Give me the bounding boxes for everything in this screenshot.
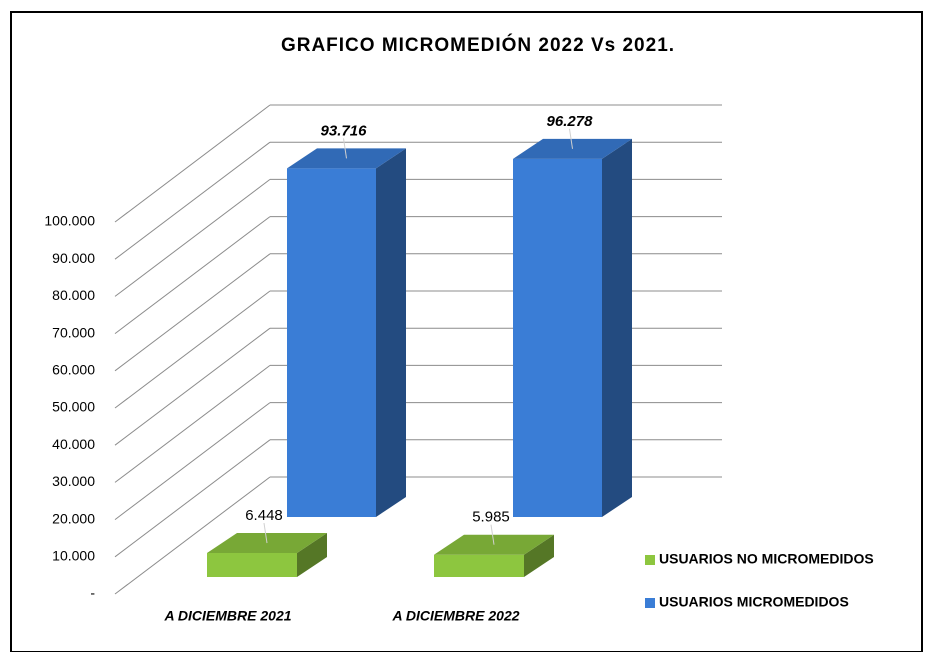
bar-front [287,168,376,518]
grid-line [114,290,271,409]
grid-line [114,365,271,483]
grid-line [114,439,271,558]
y-tick-label: 70.000 [52,324,95,340]
grid-line [114,179,271,297]
data-label: 6.448 [245,507,283,524]
data-label: 96.278 [547,113,594,130]
legend-swatch [645,555,655,565]
grid-line [114,216,271,334]
bar-side [376,148,406,518]
y-tick-label: 30.000 [52,473,95,489]
data-label: 93.716 [321,122,368,139]
bar-front [207,553,297,577]
chart-title: GRAFICO MICROMEDIÓN 2022 Vs 2021. [281,34,675,56]
data-label: 5.985 [472,509,510,526]
grid-line [114,402,271,520]
y-tick-label: 20.000 [52,510,95,526]
y-tick-label: 50.000 [52,399,95,415]
legend-swatch [645,598,655,608]
grid-line [114,327,271,446]
grid-line [114,104,271,223]
bar-front [513,158,602,518]
leader-line [343,138,347,159]
grid-line [114,141,271,260]
bar [513,138,632,518]
y-tick-label: 80.000 [52,287,95,303]
y-tick-label: 100.000 [44,213,95,229]
bar-side [602,138,632,518]
bar-front [434,554,524,577]
leader-line [263,522,268,544]
y-tick-label: - [90,585,95,601]
leader-line [569,128,573,149]
bar [287,148,406,518]
y-tick-label: 90.000 [52,250,95,266]
y-tick-label: 10.000 [52,548,95,564]
y-tick-label: 60.000 [52,362,95,378]
grid-line [114,253,271,372]
grid-line [114,476,271,595]
leader-line [490,524,495,545]
legend-label: USUARIOS MICROMEDIDOS [659,594,849,610]
x-tick-label: A DICIEMBRE 2022 [391,608,519,624]
bar-side [524,534,554,577]
legend-label: USUARIOS NO MICROMEDIDOS [659,551,874,567]
x-tick-label: A DICIEMBRE 2021 [163,608,291,624]
bar-side [297,533,327,577]
y-tick-label: 40.000 [52,436,95,452]
